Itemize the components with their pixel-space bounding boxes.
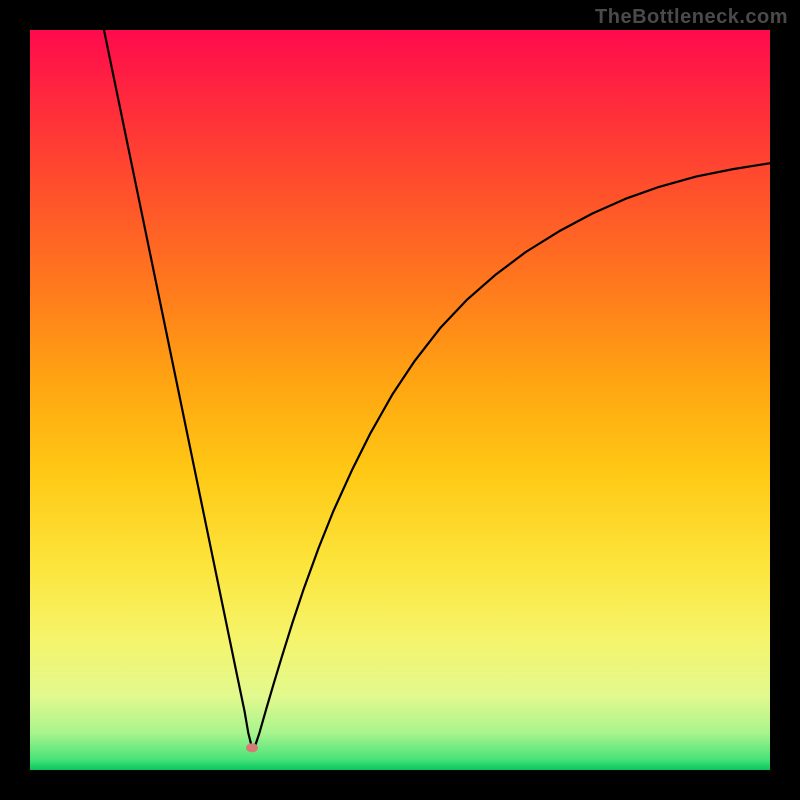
chart-frame: TheBottleneck.com [0, 0, 800, 800]
bottleneck-curve-chart [30, 30, 770, 770]
vertex-marker [246, 743, 258, 752]
gradient-background [30, 30, 770, 770]
plot-area [30, 30, 770, 770]
watermark-text: TheBottleneck.com [595, 6, 788, 29]
